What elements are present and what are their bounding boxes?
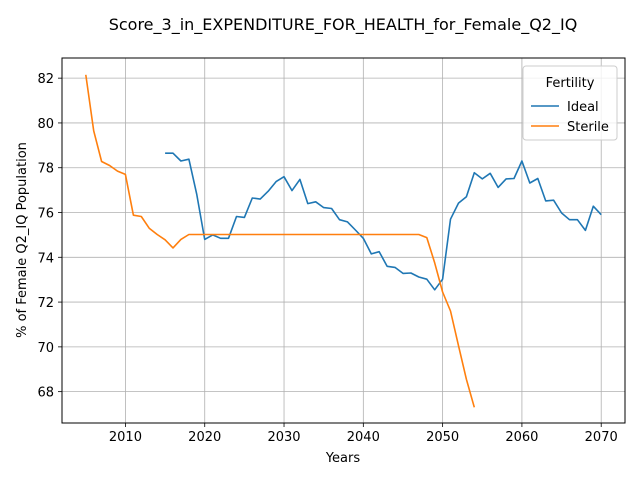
x-tick-label: 2050 <box>426 430 459 445</box>
series-line-ideal <box>165 152 602 291</box>
series-line-sterile <box>85 74 476 408</box>
legend-box <box>522 65 618 141</box>
x-axis-label: Years <box>325 451 361 466</box>
y-tick-label: 72 <box>37 296 54 311</box>
y-tick-label: 82 <box>37 72 54 87</box>
legend: Fertility Ideal Sterile <box>522 65 618 141</box>
x-tick-label: 2010 <box>109 430 142 445</box>
x-tick-label: 2060 <box>505 430 538 445</box>
legend-label-ideal: Ideal <box>567 100 599 115</box>
y-tick-label: 80 <box>37 117 54 132</box>
legend-title: Fertility <box>546 76 595 91</box>
x-tick-label: 2070 <box>585 430 618 445</box>
x-axis: 2010 2020 2030 2040 2050 2060 2070 <box>109 423 618 445</box>
x-tick-label: 2020 <box>188 430 221 445</box>
y-axis-label: % of Female Q2_IQ Population <box>15 142 30 338</box>
legend-label-sterile: Sterile <box>567 120 609 135</box>
series-group <box>85 74 602 408</box>
y-tick-label: 68 <box>37 386 54 401</box>
y-tick-label: 70 <box>37 341 54 356</box>
x-tick-label: 2040 <box>347 430 380 445</box>
y-tick-label: 76 <box>37 207 54 222</box>
plot-frame <box>61 57 626 424</box>
x-tick-label: 2030 <box>267 430 300 445</box>
y-axis: 68 70 72 74 76 78 80 82 <box>37 72 62 401</box>
y-tick-label: 78 <box>37 162 54 177</box>
y-tick-label: 74 <box>37 251 54 266</box>
chart-title: Score_3_in_EXPENDITURE_FOR_HEALTH_for_Fe… <box>109 15 578 35</box>
grid <box>62 58 625 423</box>
